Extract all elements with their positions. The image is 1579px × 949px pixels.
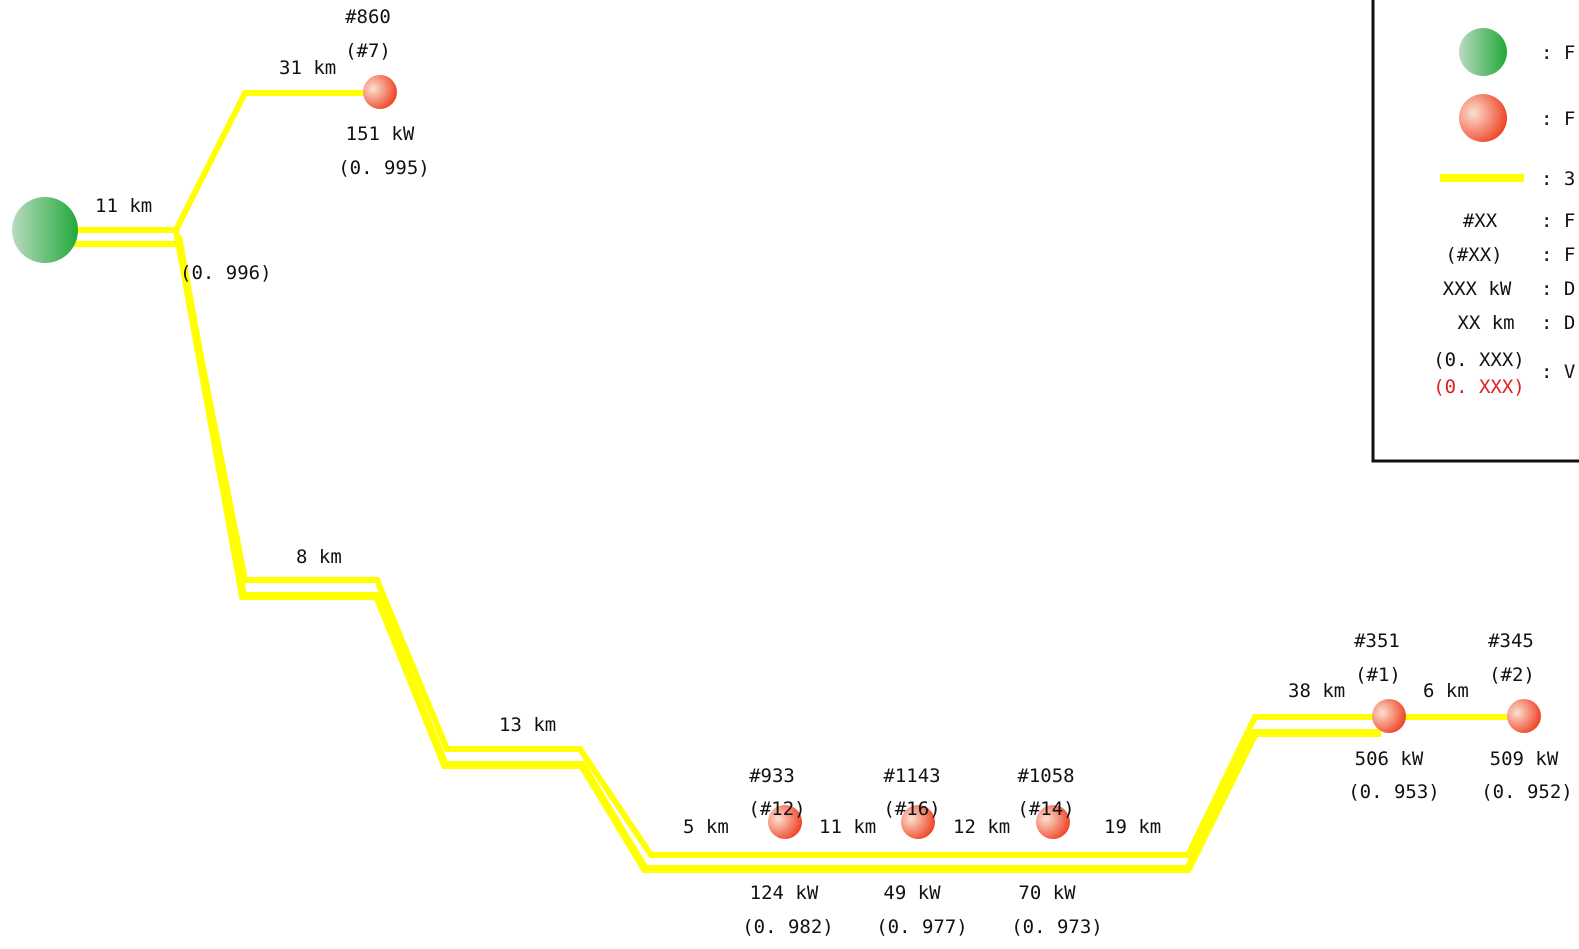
node-id: #351 [1354,630,1400,652]
node-351-labels: #351 (#1) 506 kW (0. 953) [1348,630,1440,803]
node-sub-id: (#2) [1489,664,1535,686]
node-voltage: (0. 973) [1011,916,1103,938]
load-nodes [363,75,1541,839]
legend-row-text: : V [1541,361,1575,383]
node-860-marker [363,75,397,109]
line-trunk-a [173,229,1381,858]
node-power: 509 kW [1490,748,1559,770]
segment-labels: 11 km 31 km 8 km 13 km 5 km 11 km 12 km … [95,57,1469,838]
segment-label: 12 km [953,816,1010,838]
node-1058-labels: #1058 (#14) 70 kW (0. 973) [1011,765,1103,938]
legend-row-text: : F [1541,108,1575,130]
node-voltage: (0. 977) [876,916,968,938]
legend-key-red: (0. XXX) [1433,376,1525,398]
legend-row-text: : D [1541,312,1575,334]
node-933-marker [768,805,802,839]
node-sub-id: (#7) [345,40,391,62]
feeder-lines [72,90,1510,873]
segment-label: 11 km [819,816,876,838]
legend-key: XX km [1457,312,1514,334]
line-branch-860 [173,90,372,232]
node-860-labels: #860 (#7) 151 kW (0. 995) [338,6,430,179]
line-trunk-b [174,235,1381,873]
branch-voltage: (0. 996) [180,262,272,284]
segment-label: 8 km [296,546,342,568]
segment-label: 6 km [1423,680,1469,702]
legend-row-text: : 3 [1541,168,1575,190]
segment-label: 31 km [279,57,336,79]
legend: : F : F : 3 #XX : F (#XX) : F XXX kW : D… [1371,0,1579,463]
node-sub-id: (#1) [1355,664,1401,686]
node-voltage: (0. 952) [1481,781,1573,803]
node-power: 70 kW [1018,882,1076,904]
node-1058-marker [1036,805,1070,839]
node-933-labels: #933 (#12) 124 kW (0. 982) [742,765,834,938]
node-id: #1143 [883,765,940,787]
node-351-marker [1372,699,1406,733]
segment-label: 19 km [1104,816,1161,838]
node-power: 506 kW [1355,748,1424,770]
node-voltage: (0. 982) [742,916,834,938]
node-id: #933 [749,765,795,787]
node-id: #345 [1488,630,1534,652]
node-1143-marker [901,805,935,839]
segment-label: 13 km [499,714,556,736]
node-power: 49 kW [883,882,941,904]
legend-key: (0. XXX) [1433,349,1525,371]
legend-frame [1371,0,1579,463]
node-345-marker [1507,699,1541,733]
node-id: #1058 [1017,765,1074,787]
legend-source-symbol [1459,28,1507,76]
node-1143-labels: #1143 (#16) 49 kW (0. 977) [876,765,968,938]
node-sub-id: (#16) [883,798,940,820]
source-node [12,197,78,263]
legend-row-text: : F [1541,244,1575,266]
node-voltage: (0. 995) [338,157,430,179]
legend-row-text: : F [1541,42,1575,64]
legend-row-text: : F [1541,210,1575,232]
node-sub-id: (#14) [1017,798,1074,820]
segment-label: 5 km [683,816,729,838]
node-sub-id: (#12) [748,798,805,820]
node-power: 124 kW [750,882,819,904]
legend-key: (#XX) [1445,244,1502,266]
node-345-labels: #345 (#2) 509 kW (0. 952) [1481,630,1573,803]
legend-key: #XX [1463,210,1498,232]
node-voltage: (0. 953) [1348,781,1440,803]
node-power: 151 kW [346,123,415,145]
segment-label: 38 km [1288,680,1345,702]
segment-label: 11 km [95,195,152,217]
legend-row-text: : D [1541,278,1575,300]
node-id: #860 [345,6,391,28]
legend-load-symbol [1459,94,1507,142]
legend-key: XXX kW [1443,278,1512,300]
